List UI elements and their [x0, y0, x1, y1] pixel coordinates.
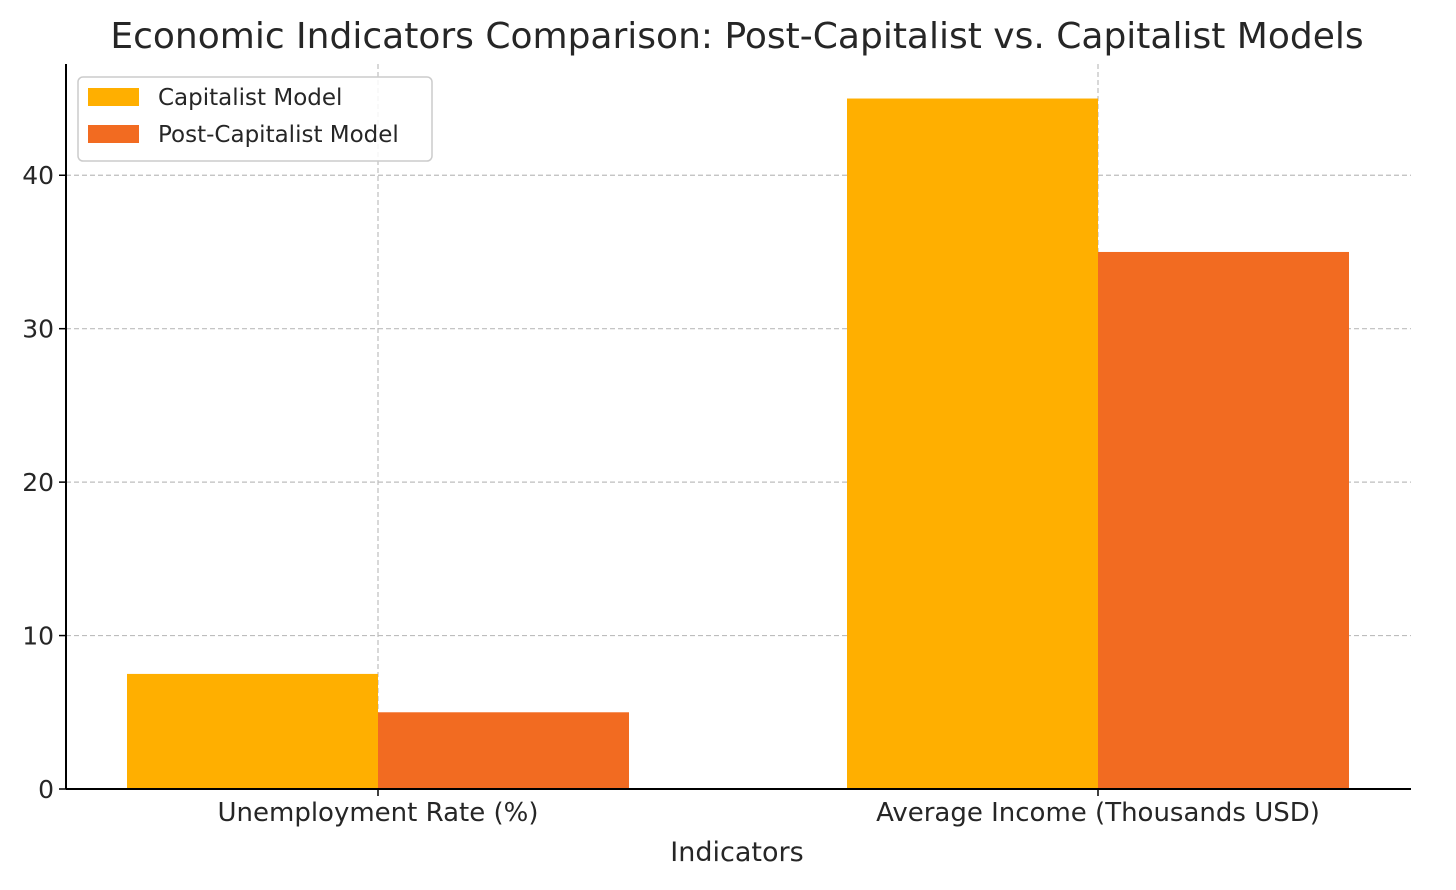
legend: Capitalist Model Post-Capitalist Model — [77, 76, 433, 162]
x-tick-label: Average Income (Thousands USD) — [876, 798, 1320, 828]
bar-post-capitalist-0 — [378, 712, 629, 789]
legend-label: Post-Capitalist Model — [158, 122, 399, 148]
y-tick-label: 40 — [22, 161, 54, 190]
y-axis-ticks: 0 10 20 30 40 — [22, 161, 66, 804]
legend-label: Capitalist Model — [158, 85, 342, 111]
x-tick-label: Unemployment Rate (%) — [218, 798, 539, 828]
bar-capitalist-0 — [127, 673, 378, 789]
x-axis-label: Indicators — [670, 837, 803, 868]
y-tick-label: 20 — [22, 468, 54, 497]
y-tick-label: 10 — [22, 622, 54, 651]
axes — [65, 64, 1411, 790]
x-axis-ticks: Unemployment Rate (%) Average Income (Tho… — [218, 789, 1320, 828]
y-tick-label: 30 — [22, 315, 54, 344]
legend-swatch — [88, 88, 139, 106]
y-tick-label: 0 — [38, 775, 54, 804]
chart-title: Economic Indicators Comparison: Post-Cap… — [110, 16, 1363, 57]
bar-post-capitalist-1 — [1098, 251, 1349, 790]
legend-frame — [77, 76, 433, 162]
bar-capitalist-1 — [847, 98, 1098, 790]
legend-swatch — [88, 125, 139, 143]
bars — [127, 98, 1349, 790]
